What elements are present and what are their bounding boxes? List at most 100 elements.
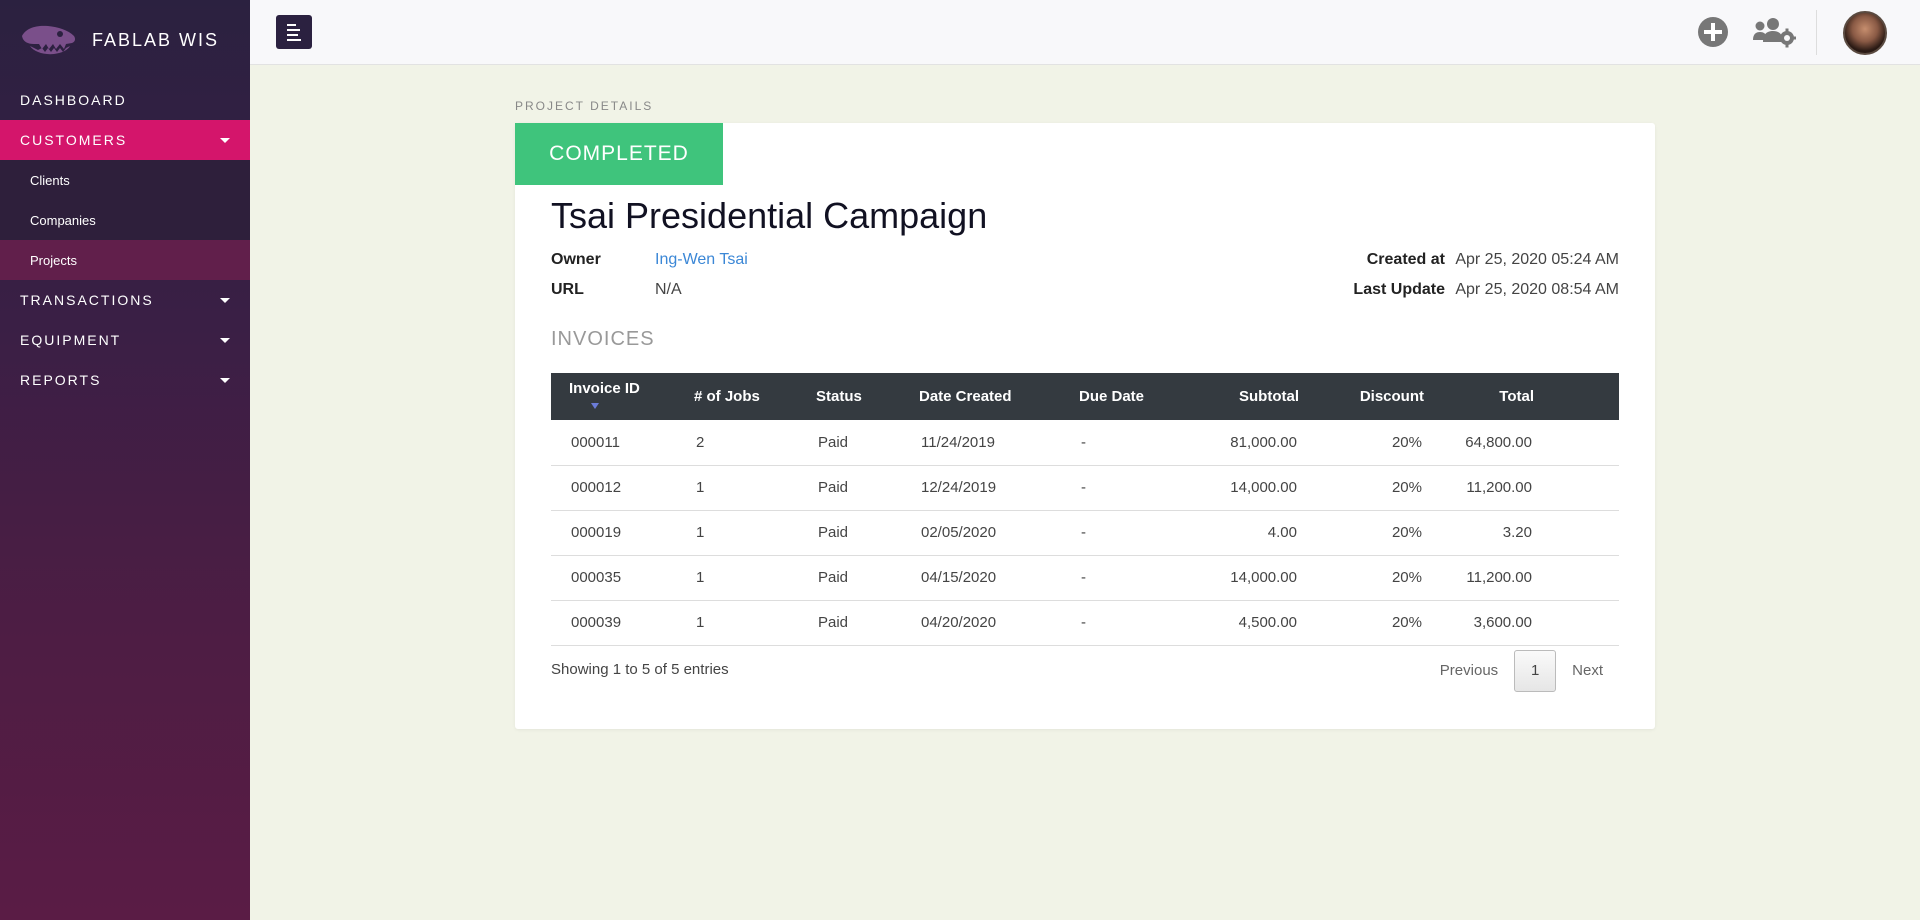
caret-down-icon — [220, 377, 230, 383]
column-header-date-created[interactable]: Date Created — [901, 373, 1061, 420]
page-button-current[interactable]: 1 — [1514, 650, 1557, 692]
updated-label-text: Last Update — [1353, 281, 1445, 298]
sidebar: FABLAB WIS DASHBOARD CUSTOMERS Clients C… — [0, 0, 250, 920]
column-header-jobs[interactable]: # of Jobs — [676, 373, 798, 420]
cell-date-created: 04/20/2020 — [921, 614, 997, 631]
updated-value-text: Apr 25, 2020 08:54 AM — [1455, 281, 1619, 298]
cell-jobs: 1 — [696, 614, 705, 631]
brand[interactable]: FABLAB WIS — [0, 0, 250, 80]
caret-down-icon — [220, 297, 230, 303]
table-header-row: Invoice ID # of Jobs Status Date Created… — [551, 373, 1619, 420]
header-label: Discount — [1359, 388, 1424, 405]
sidebar-item-label: EQUIPMENT — [20, 332, 122, 348]
cell-total: 64,800.00 — [1465, 433, 1532, 451]
previous-page-button[interactable]: Previous — [1439, 662, 1499, 679]
cell-date-created: 04/15/2020 — [921, 569, 997, 586]
cell-due-date: - — [1081, 524, 1086, 541]
plus-circle-icon[interactable] — [1697, 16, 1729, 48]
next-page-button[interactable]: Next — [1572, 662, 1603, 679]
column-header-invoice-id[interactable]: Invoice ID — [551, 373, 676, 420]
cell-date-created: 02/05/2020 — [921, 524, 997, 541]
cell-jobs: 1 — [696, 569, 705, 586]
menu-line — [287, 28, 300, 31]
sidebar-subitem-companies[interactable]: Companies — [0, 200, 250, 240]
sidebar-item-label: DASHBOARD — [20, 92, 127, 108]
table-row[interactable]: 000035 1 Paid 04/15/2020 - 14,000.00 20%… — [551, 555, 1619, 600]
cell-invoice-id: 000035 — [571, 569, 622, 586]
cell-jobs: 1 — [696, 524, 705, 541]
cell-discount: 20% — [1391, 433, 1422, 451]
table-row[interactable]: 000011 2 Paid 11/24/2019 - 81,000.00 20%… — [551, 420, 1619, 465]
created-label: Created at — [1367, 251, 1445, 269]
sidebar-item-customers[interactable]: CUSTOMERS — [0, 120, 250, 160]
column-header-subtotal[interactable]: Subtotal — [1191, 373, 1317, 420]
created-value: Apr 25, 2020 05:24 AM — [1455, 251, 1619, 269]
header-label: Due Date — [1079, 388, 1145, 405]
sidebar-item-label: CUSTOMERS — [20, 132, 128, 148]
invoices-heading: INVOICES — [551, 328, 655, 350]
cell-due-date: - — [1081, 614, 1086, 631]
column-header-due-date[interactable]: Due Date — [1061, 373, 1191, 420]
header-label: Subtotal — [1239, 388, 1299, 405]
url-value: N/A — [655, 281, 682, 299]
menu-toggle-button[interactable] — [276, 15, 312, 49]
cell-invoice-id: 000011 — [571, 433, 620, 451]
table-row[interactable]: 000019 1 Paid 02/05/2020 - 4.00 20% 3.20 — [551, 510, 1619, 555]
menu-line — [287, 33, 298, 36]
sidebar-item-dashboard[interactable]: DASHBOARD — [0, 80, 250, 120]
cell-invoice-id: 000012 — [571, 479, 622, 496]
cell-status: Paid — [818, 614, 849, 631]
table-row[interactable]: 000039 1 Paid 04/20/2020 - 4,500.00 20% … — [551, 600, 1619, 645]
cell-discount: 20% — [1391, 614, 1422, 631]
cell-total: 3,600.00 — [1473, 614, 1532, 631]
cell-date-created: 12/24/2019 — [921, 479, 997, 496]
column-header-total[interactable]: Total — [1442, 373, 1552, 420]
sidebar-subitem-clients[interactable]: Clients — [0, 160, 250, 200]
topbar-divider — [1816, 10, 1817, 55]
cell-spacer — [1552, 510, 1619, 555]
cell-status: Paid — [818, 524, 849, 541]
sidebar-subitem-projects[interactable]: Projects — [0, 240, 250, 280]
owner-link[interactable]: Ing-Wen Tsai — [655, 251, 748, 268]
owner-value[interactable]: Ing-Wen Tsai — [655, 251, 748, 269]
cell-due-date: - — [1081, 479, 1086, 496]
url-label: URL — [551, 281, 584, 299]
pagination: Previous 1 Next — [1424, 650, 1619, 692]
cell-total: 3.20 — [1502, 524, 1532, 541]
header-label: Invoice ID — [569, 379, 640, 397]
cell-total: 11,200.00 — [1466, 479, 1532, 496]
cell-due-date: - — [1081, 569, 1086, 586]
cell-invoice-id: 000019 — [571, 524, 622, 541]
users-gear-icon[interactable] — [1752, 16, 1796, 48]
sidebar-item-transactions[interactable]: TRANSACTIONS — [0, 280, 250, 320]
sidebar-item-equipment[interactable]: EQUIPMENT — [0, 320, 250, 360]
cell-due-date: - — [1081, 433, 1086, 451]
created-label-text: Created at — [1366, 251, 1445, 268]
sidebar-subitem-label: Clients — [30, 172, 70, 188]
user-avatar[interactable] — [1843, 11, 1887, 55]
cell-spacer — [1552, 465, 1619, 510]
cell-jobs: 2 — [696, 433, 705, 451]
cell-spacer — [1552, 555, 1619, 600]
sidebar-item-reports[interactable]: REPORTS — [0, 360, 250, 400]
owner-label-text: Owner — [551, 251, 601, 268]
header-label: Status — [816, 388, 862, 405]
cell-status: Paid — [818, 569, 849, 586]
column-header-status[interactable]: Status — [798, 373, 901, 420]
page-title: Tsai Presidential Campaign — [551, 195, 988, 236]
cell-spacer — [1552, 420, 1619, 465]
cell-total: 11,200.00 — [1466, 569, 1532, 586]
sidebar-subitem-label: Companies — [30, 212, 96, 228]
menu-line — [287, 38, 301, 41]
column-header-discount[interactable]: Discount — [1317, 373, 1442, 420]
header-label: Total — [1499, 388, 1534, 405]
header-label: # of Jobs — [694, 388, 760, 405]
brand-name: FABLAB WIS — [92, 29, 220, 50]
cell-discount: 20% — [1391, 524, 1422, 541]
cell-subtotal: 81,000.00 — [1230, 433, 1297, 451]
table-row[interactable]: 000012 1 Paid 12/24/2019 - 14,000.00 20%… — [551, 465, 1619, 510]
header-label: Date Created — [919, 388, 1012, 405]
column-header-spacer — [1552, 373, 1619, 420]
project-card: COMPLETED Tsai Presidential Campaign Own… — [515, 123, 1655, 729]
cell-discount: 20% — [1391, 479, 1422, 496]
